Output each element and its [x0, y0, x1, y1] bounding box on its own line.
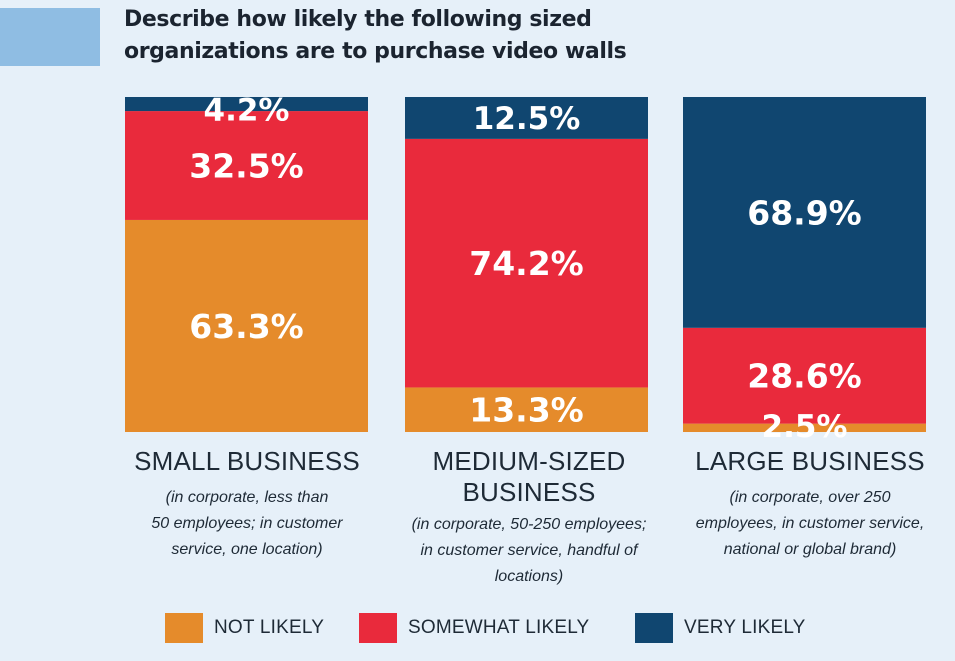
data-label: 68.9%: [747, 193, 862, 232]
category-subtitle: (in corporate, 50-250 employees; in cust…: [388, 512, 670, 590]
bar-segment: [683, 97, 926, 328]
category-name: LARGE BUSINESS: [668, 446, 952, 477]
bar-group-2: [683, 97, 926, 433]
data-label: 2.5%: [762, 409, 848, 440]
bar-segment: [683, 423, 926, 433]
data-label: 13.3%: [469, 391, 584, 430]
data-label: 32.5%: [189, 146, 304, 185]
category-subtitle-line: locations): [494, 568, 564, 585]
category-subtitle-line: employees, in customer service,: [695, 515, 925, 532]
stacked-bar-chart: 63.3% 32.5% 4.2% 13.3% 74.2% 12.5% 2.5% 28.6% 68…: [125, 93, 926, 440]
chart-title-line-1: Describe how likely the following sized: [124, 7, 592, 32]
chart-title: Describe how likely the following sized …: [124, 4, 764, 68]
accent-block: [0, 8, 100, 66]
category-subtitle-line: (in corporate, less than: [165, 489, 329, 506]
legend-swatch: [359, 613, 397, 643]
legend-item-not-likely: NOT LIKELY: [165, 613, 324, 643]
legend-swatch: [165, 613, 203, 643]
category-name-line: BUSINESS: [462, 477, 596, 507]
category-subtitle-line: (in corporate, 50-250 employees;: [411, 516, 647, 533]
legend: NOT LIKELY SOMEWHAT LIKELY VERY LIKELY: [0, 613, 955, 643]
bar-segment: [405, 97, 648, 139]
category-subtitle-line: service, one location): [171, 541, 323, 558]
category-subtitle: (in corporate, over 250 employees, in cu…: [668, 485, 952, 563]
data-label: 74.2%: [469, 244, 584, 283]
legend-item-somewhat-likely: SOMEWHAT LIKELY: [359, 613, 589, 643]
bar-segment: [125, 97, 368, 112]
category-name-line: SMALL BUSINESS: [134, 446, 360, 476]
bar-segment: [125, 111, 368, 220]
data-label: 63.3%: [189, 307, 304, 346]
chart-title-line-2: organizations are to purchase video wall…: [124, 39, 627, 64]
category-small-business: SMALL BUSINESS (in corporate, less than …: [107, 446, 387, 563]
category-subtitle-line: national or global brand): [723, 541, 897, 558]
bar-segment: [405, 387, 648, 432]
bar-segment: [405, 138, 648, 388]
category-subtitle: (in corporate, less than 50 employees; i…: [107, 485, 387, 563]
category-name: MEDIUM-SIZED BUSINESS: [388, 446, 670, 508]
bar-segment: [125, 219, 368, 432]
category-medium-business: MEDIUM-SIZED BUSINESS (in corporate, 50-…: [388, 446, 670, 590]
data-label: 12.5%: [473, 101, 581, 137]
data-label: 4.2%: [204, 93, 290, 129]
legend-label: NOT LIKELY: [214, 617, 325, 638]
category-name-line: MEDIUM-SIZED: [432, 446, 626, 476]
category-name: SMALL BUSINESS: [107, 446, 387, 477]
legend-item-very-likely: VERY LIKELY: [635, 613, 806, 643]
category-name-line: LARGE BUSINESS: [695, 446, 925, 476]
category-subtitle-line: in customer service, handful of: [420, 542, 638, 559]
bar-group-1: [405, 97, 648, 432]
bar-group-0: [125, 97, 368, 432]
bar-segment: [683, 327, 926, 424]
legend-label: VERY LIKELY: [684, 617, 806, 638]
category-subtitle-line: (in corporate, over 250: [729, 489, 891, 506]
legend-label: SOMEWHAT LIKELY: [408, 617, 590, 638]
legend-swatch: [635, 613, 673, 643]
data-label: 28.6%: [747, 357, 862, 396]
category-large-business: LARGE BUSINESS (in corporate, over 250 e…: [668, 446, 952, 563]
category-subtitle-line: 50 employees; in customer: [151, 515, 343, 532]
